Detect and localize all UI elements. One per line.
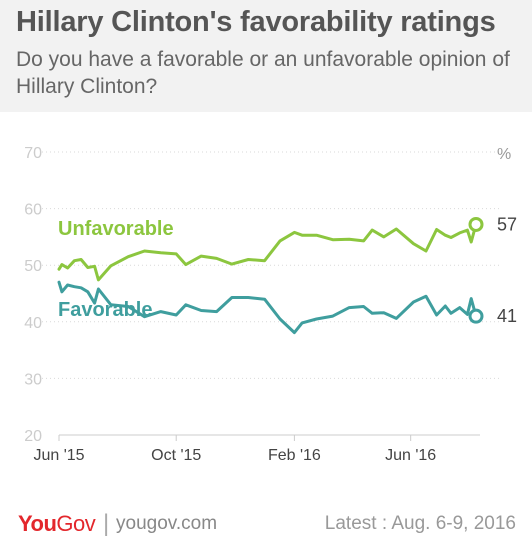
y-tick-label: 20 [24, 428, 42, 445]
favorable-series-label: Favorable [58, 299, 152, 321]
unfavorable-series-label: Unfavorable [58, 218, 174, 240]
chart-subtitle: Do you have a favorable or an unfavorabl… [16, 48, 510, 98]
y-tick-label: 70 [24, 145, 42, 162]
y-axis-ticks: 20 30 40 50 60 70 [24, 145, 42, 445]
y-tick-label: 50 [24, 258, 42, 275]
favorable-endpoint [468, 308, 484, 324]
unfavorable-endpoint [468, 216, 484, 232]
footer-separator: | [103, 510, 110, 537]
x-axis: Jun '15 Oct '15 Feb '16 Jun '16 [33, 434, 480, 464]
x-tick-label: Oct '15 [151, 447, 201, 464]
chart-header: Hillary Clinton's favorability ratings D… [0, 0, 532, 112]
yougov-logo: YouGov [18, 511, 96, 536]
x-tick-label: Feb '16 [268, 447, 321, 464]
x-tick-label: Jun '16 [385, 447, 436, 464]
footer: YouGov | yougov.com Latest : Aug. 6-9, 2… [0, 510, 532, 542]
site-link[interactable]: yougov.com [116, 513, 218, 534]
unfavorable-end-value-label: 57 [497, 214, 517, 234]
unit-label: % [497, 146, 511, 163]
x-tick-label: Jun '15 [33, 447, 84, 464]
latest-date: Latest : Aug. 6-9, 2016 [324, 513, 516, 534]
y-tick-label: 40 [24, 315, 42, 332]
y-tick-label: 60 [24, 202, 42, 219]
favorable-end-value-label: 41 [497, 306, 517, 326]
series-lines: 57 41 [57, 214, 517, 335]
y-tick-label: 30 [24, 371, 42, 388]
unfavorable-line [57, 222, 478, 282]
favorable-line [57, 280, 478, 335]
chart-title: Hillary Clinton's favorability ratings [16, 6, 496, 38]
series-labels: Unfavorable Favorable % [58, 146, 511, 321]
gridlines [42, 151, 500, 379]
